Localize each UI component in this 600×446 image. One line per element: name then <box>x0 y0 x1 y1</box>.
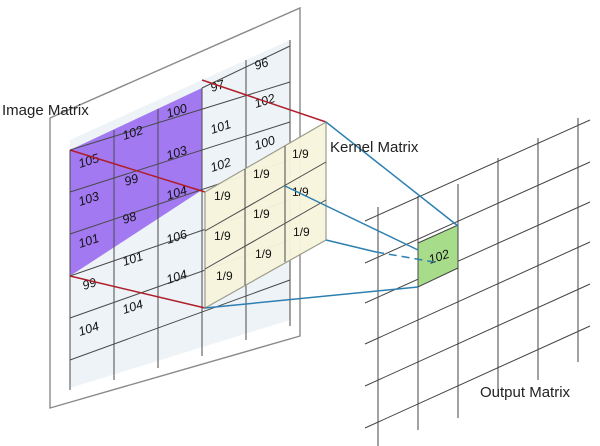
kernel-cell: 1/9 <box>255 247 272 261</box>
image-matrix-plane <box>49 6 301 409</box>
image-cell: 104 <box>165 183 189 203</box>
image-cell: 104 <box>121 297 145 317</box>
image-cell: 98 <box>121 209 139 227</box>
kernel-cell: 1/9 <box>292 147 309 161</box>
image-matrix: 97 96 105 102 100 101 102 103 99 103 102… <box>49 6 301 409</box>
image-cell: 100 <box>253 133 277 153</box>
image-matrix-label: Image Matrix <box>2 102 89 119</box>
image-cell: 106 <box>165 227 189 247</box>
image-cell: 104 <box>165 267 189 287</box>
output-highlight-cell <box>417 224 459 288</box>
image-cell: 102 <box>209 155 233 175</box>
image-cell: 96 <box>253 55 271 73</box>
output-grid <box>364 118 591 446</box>
image-cell: 104 <box>77 319 101 339</box>
image-cell: 101 <box>121 249 145 269</box>
kernel-to-output-lines <box>204 121 459 309</box>
kernel-cell: 1/9 <box>293 225 310 239</box>
image-cell: 102 <box>121 123 145 143</box>
image-cell: 105 <box>77 151 101 171</box>
image-cell: 103 <box>77 189 101 209</box>
image-values: 97 96 105 102 100 101 102 103 99 103 102… <box>77 55 277 339</box>
kernel-values: 1/9 1/9 1/9 1/9 1/9 1/9 1/9 1/9 1/9 <box>214 147 310 283</box>
image-cell: 99 <box>123 171 141 189</box>
kernel-cell: 1/9 <box>216 269 233 283</box>
image-cell: 103 <box>165 143 189 163</box>
kernel-grid <box>204 146 327 285</box>
kernel-cell: 1/9 <box>253 167 270 181</box>
image-highlight-region <box>70 88 202 276</box>
image-cell: 101 <box>209 117 233 137</box>
output-matrix-label: Output Matrix <box>480 384 571 401</box>
kernel-cell: 1/9 <box>253 207 270 221</box>
image-cell: 101 <box>77 231 101 251</box>
kernel-cell: 1/9 <box>214 189 231 203</box>
image-cell: 100 <box>165 101 189 121</box>
kernel-matrix-label: Kernel Matrix <box>330 139 419 156</box>
image-to-kernel-lines <box>69 79 327 309</box>
kernel-cell: 1/9 <box>214 229 231 243</box>
kernel-matrix: 1/9 1/9 1/9 1/9 1/9 1/9 1/9 1/9 1/9 <box>204 120 327 310</box>
